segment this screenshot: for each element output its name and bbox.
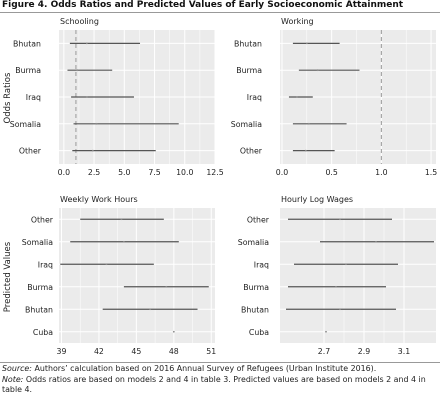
estimate-point-somalia bbox=[307, 122, 310, 125]
panel-title: Schooling bbox=[60, 17, 99, 26]
estimate-point-iraq bbox=[85, 96, 88, 98]
estimate-point-somalia bbox=[375, 240, 377, 243]
charts-canvas: Odds Ratios Predicted Values Schooling Bh… bbox=[3, 17, 437, 356]
x-tick-label: 45 bbox=[131, 347, 141, 356]
category-label-other: Other bbox=[19, 147, 42, 156]
x-tick-label: 0.5 bbox=[325, 168, 337, 177]
x-tick-label: 2.9 bbox=[358, 347, 370, 356]
source-note: Source: Authors’ calculation based on 20… bbox=[2, 364, 377, 373]
x-tick-label: 2.5 bbox=[88, 168, 100, 177]
category-label-bhutan: Bhutan bbox=[241, 305, 269, 314]
category-label-burma: Burma bbox=[27, 283, 53, 292]
x-tick-label: 1.0 bbox=[375, 168, 387, 177]
category-label-burma: Burma bbox=[15, 66, 41, 75]
panel-title: Hourly Log Wages bbox=[281, 195, 353, 204]
estimate-point-somalia bbox=[95, 122, 98, 125]
x-tick-label: 51 bbox=[206, 347, 216, 356]
method-note: Note: Odds ratios are based on models 2 … bbox=[2, 374, 426, 395]
category-label-somalia: Somalia bbox=[10, 120, 41, 129]
category-label-iraq: Iraq bbox=[247, 93, 262, 102]
x-tick-label: 1.5 bbox=[425, 168, 437, 177]
estimate-point-somalia bbox=[122, 240, 125, 243]
panel-title: Weekly Work Hours bbox=[60, 195, 138, 204]
category-label-other: Other bbox=[31, 215, 54, 224]
x-tick-label: 0.0 bbox=[276, 168, 288, 177]
x-tick-label: 48 bbox=[169, 347, 179, 356]
category-label-bhutan: Bhutan bbox=[13, 39, 41, 48]
panel-working: Working Bhutan Burma Iraq Somalia Other 0.0 0.5… bbox=[231, 17, 437, 177]
estimate-point-other bbox=[120, 218, 123, 221]
category-label-iraq: Iraq bbox=[26, 93, 41, 102]
estimate-point-burma bbox=[335, 285, 337, 288]
estimate-point-iraq bbox=[295, 96, 298, 98]
estimate-point-bhutan bbox=[305, 42, 308, 45]
x-tick-label: 12.5 bbox=[206, 168, 223, 177]
panel-weekly-work-hours: Weekly Work Hours Other Somalia Iraq Burma Bh… bbox=[22, 195, 216, 356]
x-tick-label: 0.0 bbox=[58, 168, 70, 177]
estimate-point-cuba bbox=[325, 330, 327, 333]
panel-background bbox=[59, 208, 215, 343]
category-label-bhutan: Bhutan bbox=[234, 39, 262, 48]
estimate-point-other bbox=[91, 149, 94, 152]
estimate-point-bhutan bbox=[149, 308, 152, 311]
x-tick-label: 5.0 bbox=[118, 168, 130, 177]
estimate-point-iraq bbox=[345, 263, 347, 266]
category-label-somalia: Somalia bbox=[22, 238, 53, 247]
category-label-cuba: Cuba bbox=[33, 328, 53, 337]
x-tick-label: 3.1 bbox=[398, 347, 410, 356]
panel-hourly-log-wages: Hourly Log Wages Other Somalia Iraq Burma Bhu… bbox=[238, 195, 436, 356]
estimate-point-bhutan bbox=[85, 42, 88, 45]
row-label-predicted-values: Predicted Values bbox=[3, 241, 13, 312]
row-label-odds-ratios: Odds Ratios bbox=[3, 72, 13, 123]
x-tick-label: 10.0 bbox=[176, 168, 193, 177]
top-rule bbox=[0, 12, 440, 13]
panel-schooling: Schooling Bhutan Burma Iraq Somalia Other 0.0 2… bbox=[10, 17, 224, 177]
estimate-point-burma bbox=[316, 69, 319, 72]
category-label-iraq: Iraq bbox=[254, 260, 269, 269]
category-label-cuba: Cuba bbox=[249, 328, 269, 337]
category-label-other: Other bbox=[247, 215, 270, 224]
panel-title: Working bbox=[281, 17, 314, 26]
category-label-burma: Burma bbox=[243, 283, 269, 292]
bottom-rule bbox=[0, 362, 440, 363]
estimate-point-other bbox=[304, 149, 307, 152]
estimate-point-cuba bbox=[172, 330, 175, 333]
x-tick-label: 42 bbox=[94, 347, 104, 356]
estimate-point-iraq bbox=[105, 263, 108, 266]
category-label-somalia: Somalia bbox=[231, 120, 262, 129]
estimate-point-burma bbox=[165, 285, 168, 288]
estimate-point-bhutan bbox=[339, 308, 341, 311]
category-label-other: Other bbox=[240, 147, 263, 156]
category-label-bhutan: Bhutan bbox=[25, 305, 53, 314]
estimate-point-burma bbox=[76, 69, 79, 72]
estimate-point-other bbox=[339, 218, 341, 221]
category-label-iraq: Iraq bbox=[38, 260, 53, 269]
x-tick-label: 7.5 bbox=[148, 168, 160, 177]
figure-notes: Source: Authors’ calculation based on 20… bbox=[2, 364, 436, 396]
x-tick-label: 2.7 bbox=[318, 347, 330, 356]
panel-background bbox=[280, 208, 436, 343]
category-label-burma: Burma bbox=[236, 66, 262, 75]
figure-title: Figure 4. Odds Ratios and Predicted Valu… bbox=[2, 0, 404, 10]
category-label-somalia: Somalia bbox=[238, 238, 269, 247]
x-tick-label: 39 bbox=[57, 347, 67, 356]
